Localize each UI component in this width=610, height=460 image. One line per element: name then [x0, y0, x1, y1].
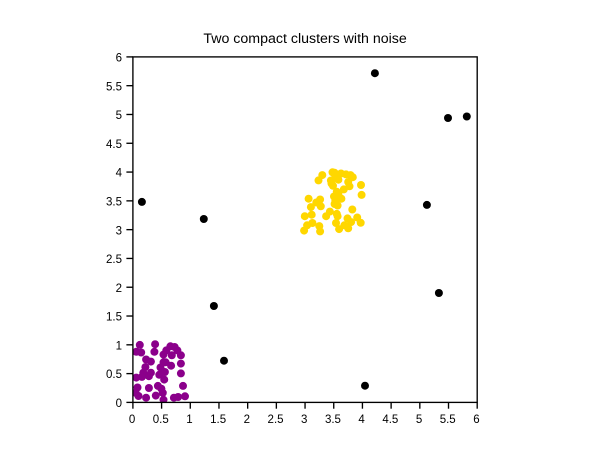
svg-text:Two compact clusters with nois: Two compact clusters with noise — [203, 31, 407, 47]
svg-text:3.5: 3.5 — [325, 414, 341, 426]
svg-text:3.5: 3.5 — [106, 196, 122, 208]
svg-text:1: 1 — [116, 340, 122, 352]
svg-text:2: 2 — [244, 414, 250, 426]
svg-text:4: 4 — [116, 168, 123, 180]
svg-text:4: 4 — [358, 414, 365, 426]
svg-text:3: 3 — [301, 414, 307, 426]
svg-text:0: 0 — [116, 398, 122, 410]
svg-text:1: 1 — [186, 414, 192, 426]
svg-text:4.5: 4.5 — [106, 139, 122, 151]
svg-text:1.5: 1.5 — [106, 312, 122, 324]
svg-text:5.5: 5.5 — [440, 414, 456, 426]
svg-text:2: 2 — [116, 283, 122, 295]
svg-text:4.5: 4.5 — [382, 414, 398, 426]
svg-text:5.5: 5.5 — [106, 81, 122, 93]
svg-text:1.5: 1.5 — [210, 414, 226, 426]
svg-text:0.5: 0.5 — [106, 369, 122, 381]
svg-text:6: 6 — [116, 53, 122, 65]
svg-text:2.5: 2.5 — [106, 254, 122, 266]
svg-text:5: 5 — [116, 110, 122, 122]
svg-text:2.5: 2.5 — [268, 414, 284, 426]
svg-text:3: 3 — [116, 225, 122, 237]
svg-text:0.5: 0.5 — [153, 414, 169, 426]
svg-text:6: 6 — [473, 414, 479, 426]
svg-text:5: 5 — [416, 414, 422, 426]
svg-text:0: 0 — [129, 414, 135, 426]
